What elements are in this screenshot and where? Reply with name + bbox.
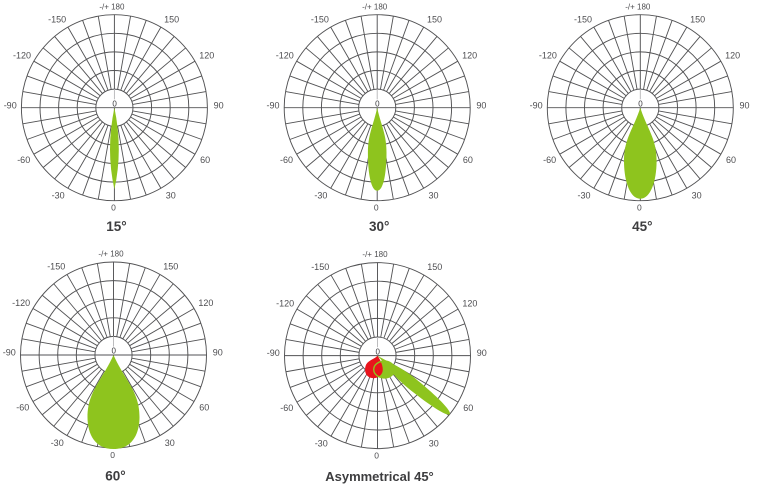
- svg-text:0: 0: [374, 203, 379, 213]
- svg-text:150: 150: [163, 262, 178, 272]
- svg-text:120: 120: [199, 50, 214, 60]
- svg-text:-90: -90: [530, 100, 543, 110]
- svg-text:-150: -150: [311, 14, 329, 24]
- svg-text:90: 90: [213, 348, 223, 358]
- svg-text:60: 60: [726, 155, 736, 165]
- svg-text:-90: -90: [266, 100, 279, 110]
- svg-text:-30: -30: [52, 191, 65, 201]
- svg-text:0: 0: [111, 203, 116, 213]
- svg-text:-/+ 180: -/+ 180: [99, 2, 125, 11]
- svg-text:90: 90: [214, 100, 224, 110]
- svg-text:-/+ 180: -/+ 180: [625, 2, 651, 11]
- svg-text:0: 0: [375, 99, 380, 108]
- svg-text:-30: -30: [315, 439, 328, 449]
- svg-text:-60: -60: [280, 403, 293, 413]
- svg-text:-60: -60: [16, 402, 29, 412]
- svg-text:90: 90: [476, 100, 486, 110]
- svg-text:60: 60: [463, 403, 473, 413]
- svg-text:-120: -120: [539, 50, 557, 60]
- svg-text:-60: -60: [280, 155, 293, 165]
- svg-text:0: 0: [111, 347, 116, 356]
- svg-text:60: 60: [463, 155, 473, 165]
- svg-text:60°: 60°: [105, 469, 125, 484]
- svg-text:30°: 30°: [369, 219, 389, 234]
- svg-text:-30: -30: [577, 191, 590, 201]
- svg-text:30: 30: [428, 191, 438, 201]
- svg-text:90: 90: [739, 100, 749, 110]
- svg-text:0: 0: [374, 451, 379, 461]
- svg-text:120: 120: [462, 50, 477, 60]
- svg-text:-120: -120: [13, 50, 31, 60]
- svg-text:150: 150: [427, 14, 442, 24]
- svg-text:-150: -150: [48, 14, 66, 24]
- svg-text:-150: -150: [47, 262, 65, 272]
- svg-text:0: 0: [375, 347, 380, 356]
- svg-text:60: 60: [200, 155, 210, 165]
- svg-text:15°: 15°: [106, 219, 126, 234]
- svg-text:-60: -60: [543, 155, 556, 165]
- svg-text:Asymmetrical 45°: Asymmetrical 45°: [325, 469, 434, 484]
- svg-text:-120: -120: [276, 298, 294, 308]
- svg-text:-150: -150: [574, 14, 592, 24]
- svg-text:45°: 45°: [632, 219, 652, 234]
- svg-text:150: 150: [427, 262, 442, 272]
- svg-text:-120: -120: [276, 50, 294, 60]
- svg-text:-90: -90: [4, 100, 17, 110]
- svg-text:30: 30: [429, 439, 439, 449]
- svg-text:90: 90: [477, 348, 487, 358]
- svg-text:-60: -60: [17, 155, 30, 165]
- svg-text:30: 30: [692, 191, 702, 201]
- svg-text:0: 0: [112, 99, 117, 108]
- svg-text:30: 30: [165, 438, 175, 448]
- svg-text:-/+ 180: -/+ 180: [98, 250, 124, 259]
- svg-text:0: 0: [637, 203, 642, 213]
- svg-text:150: 150: [164, 14, 179, 24]
- svg-text:0: 0: [110, 450, 115, 460]
- svg-text:-90: -90: [3, 348, 16, 358]
- svg-text:150: 150: [690, 14, 705, 24]
- svg-text:-120: -120: [12, 298, 30, 308]
- svg-text:120: 120: [725, 50, 740, 60]
- svg-text:-30: -30: [51, 438, 64, 448]
- svg-text:-/+ 180: -/+ 180: [362, 250, 388, 259]
- svg-text:60: 60: [199, 402, 209, 412]
- svg-text:-30: -30: [314, 191, 327, 201]
- svg-text:-/+ 180: -/+ 180: [362, 2, 388, 11]
- svg-text:30: 30: [166, 191, 176, 201]
- svg-text:0: 0: [638, 99, 643, 108]
- svg-text:-150: -150: [311, 262, 329, 272]
- svg-text:120: 120: [198, 298, 213, 308]
- svg-text:120: 120: [462, 298, 477, 308]
- svg-text:-90: -90: [267, 348, 280, 358]
